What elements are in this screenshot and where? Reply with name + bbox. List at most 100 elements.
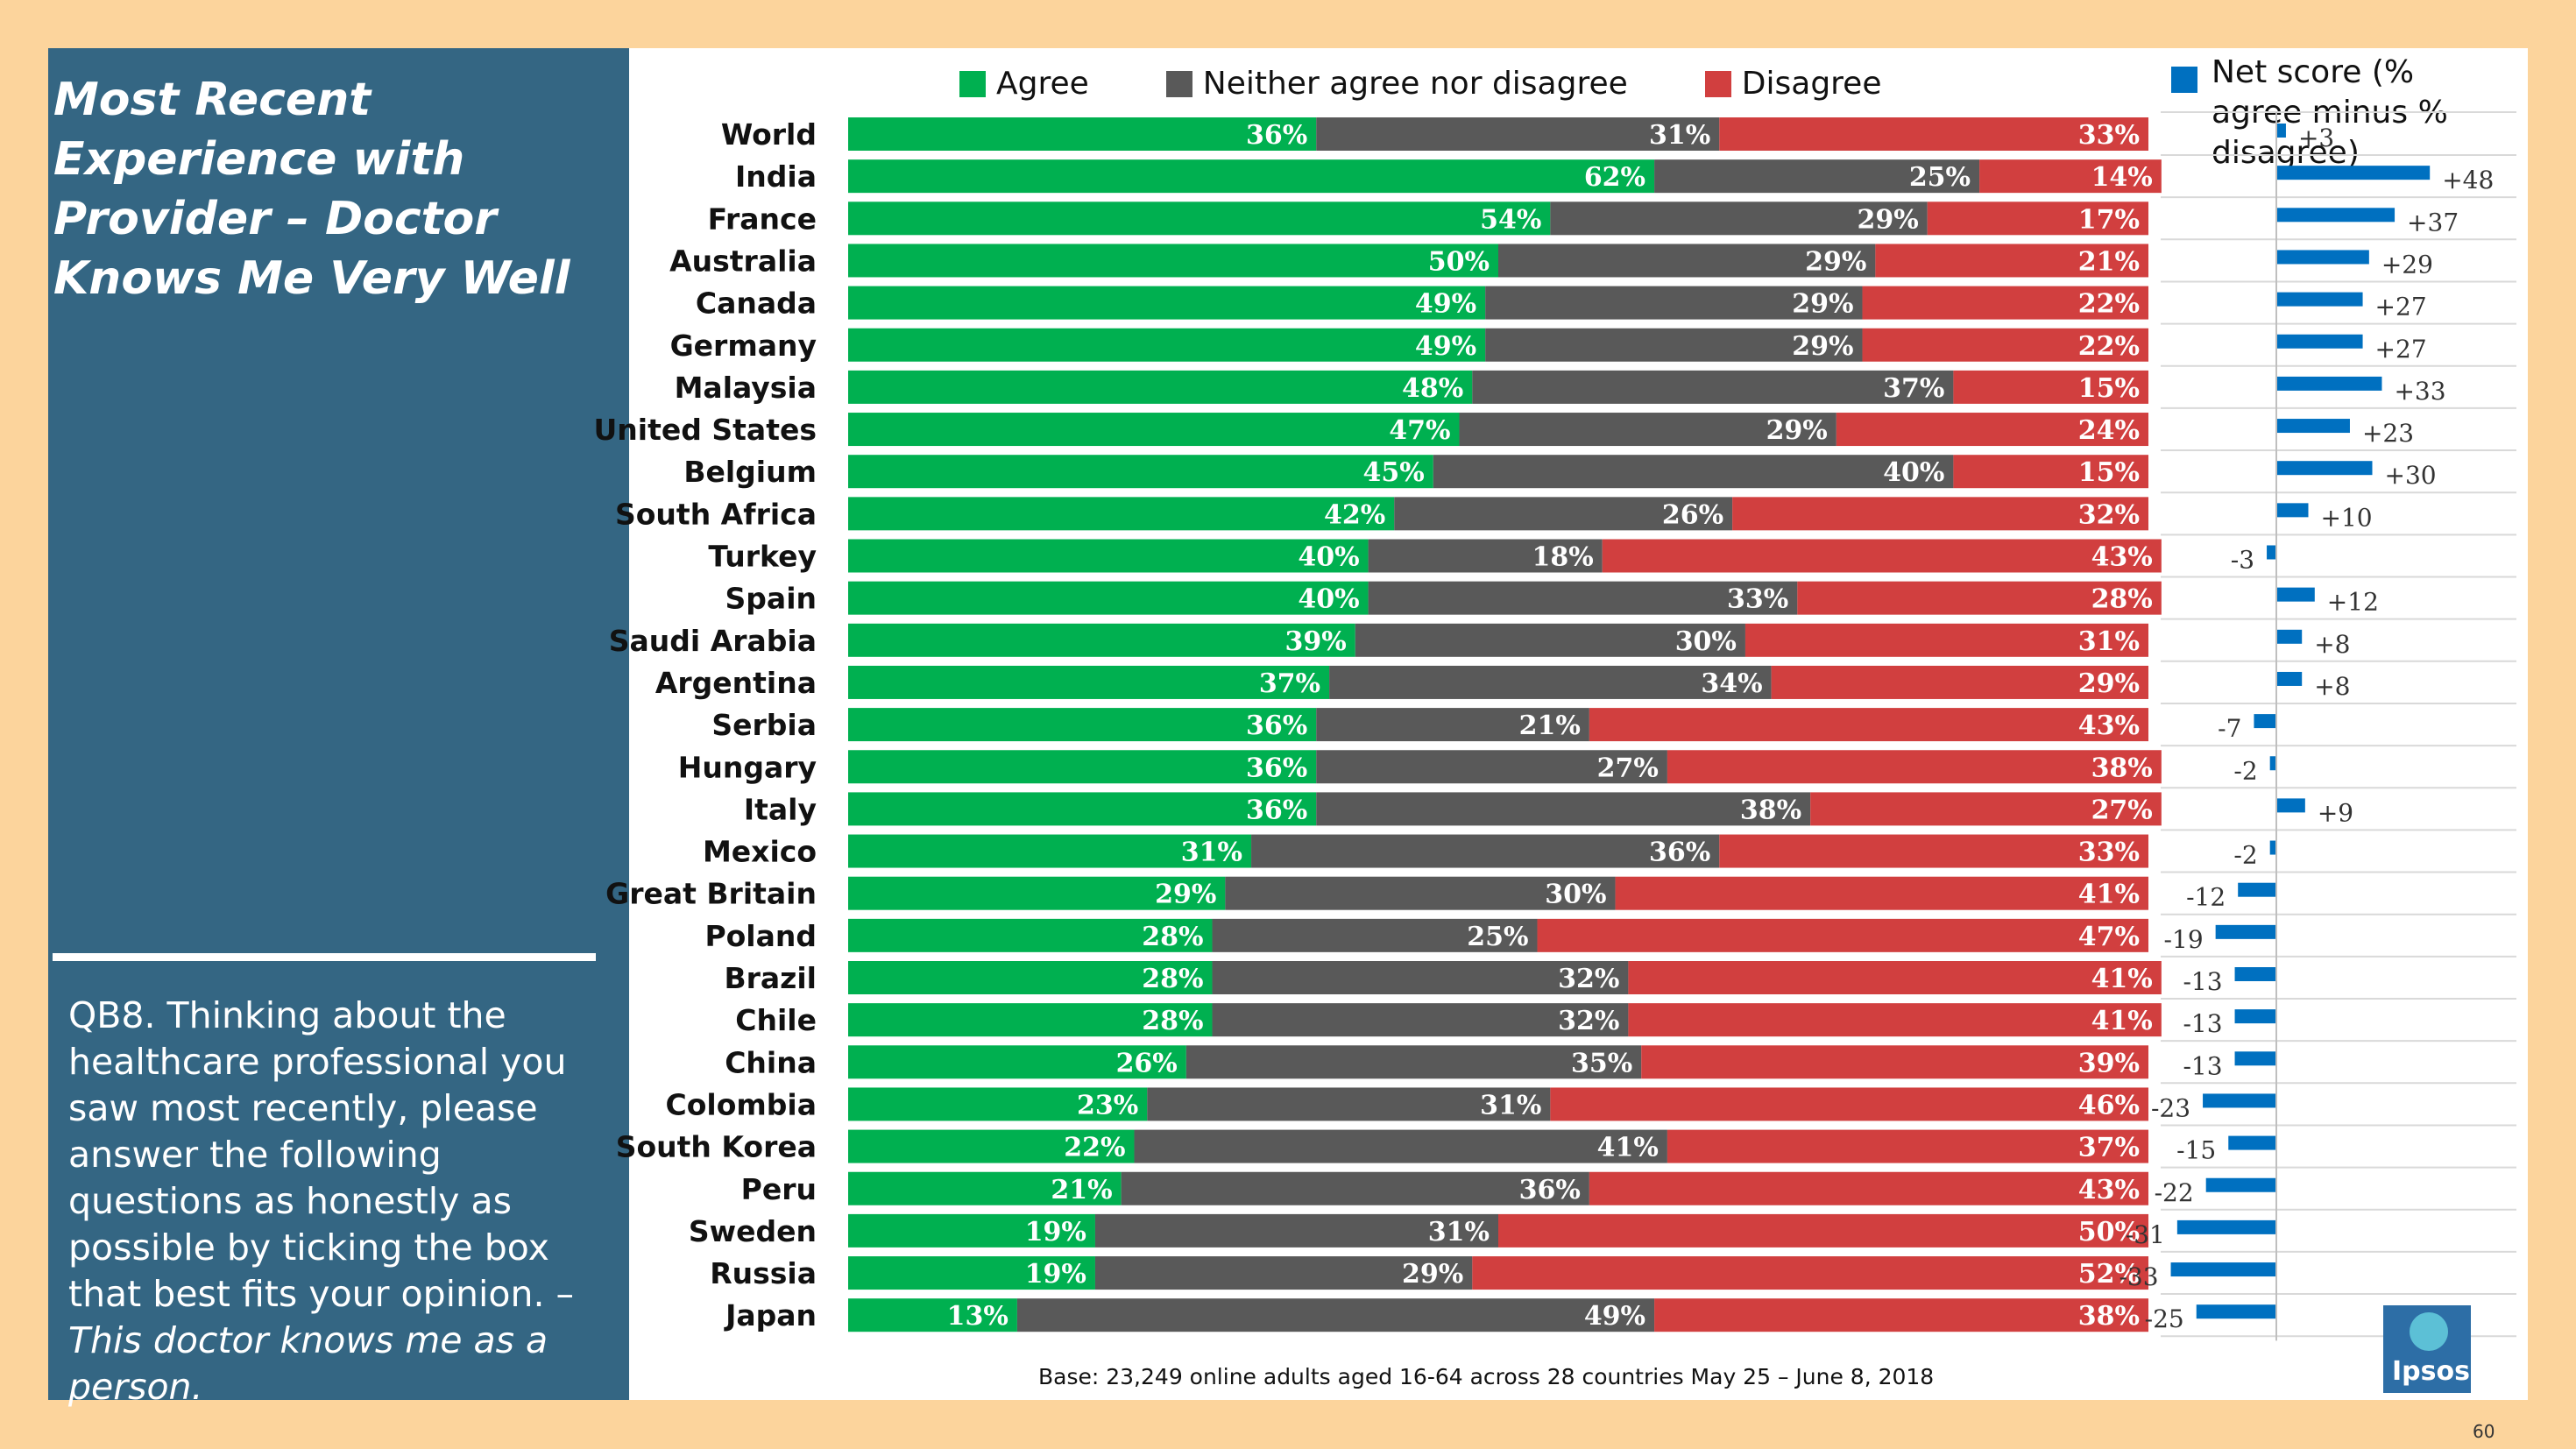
bar-label-disagree-south-korea: 37%	[2078, 1133, 2140, 1163]
bar-neither-poland	[1212, 918, 1538, 952]
net-label-germany: +27	[2375, 335, 2427, 364]
bar-neither-serbia	[1316, 708, 1589, 742]
category-label-great-britain: Great Britain	[605, 877, 817, 911]
legend-label-disagree: Disagree	[1741, 66, 1882, 102]
bar-label-neither-peru: 36%	[1519, 1175, 1581, 1205]
category-label-malaysia: Malaysia	[675, 371, 817, 405]
bar-label-agree-canada: 49%	[1415, 289, 1476, 320]
bar-neither-china	[1185, 1045, 1642, 1079]
bar-label-agree-peru: 21%	[1051, 1175, 1112, 1205]
bar-label-disagree-belgium: 15%	[2078, 457, 2140, 488]
net-bar-sweden	[2176, 1219, 2276, 1234]
bar-agree-australia	[848, 244, 1498, 278]
left-panel: Most Recent Experience with Provider – D…	[48, 48, 629, 1408]
net-bar-serbia	[2254, 714, 2276, 729]
net-label-great-britain: -12	[2186, 883, 2226, 912]
bar-label-agree-belgium: 45%	[1363, 457, 1425, 488]
bar-agree-poland	[848, 918, 1213, 952]
bar-label-agree-great-britain: 29%	[1155, 880, 1216, 910]
category-label-canada: Canada	[696, 286, 817, 321]
bar-label-agree-italy: 36%	[1246, 795, 1307, 825]
bar-neither-russia	[1094, 1256, 1473, 1290]
bar-disagree-south-africa	[1732, 497, 2148, 531]
bar-neither-saudi-arabia	[1355, 623, 1745, 657]
net-label-peru: -22	[2155, 1178, 2194, 1207]
net-bar-argentina	[2276, 671, 2303, 686]
bar-agree-turkey	[848, 539, 1369, 573]
bar-agree-brazil	[848, 961, 1213, 994]
bar-label-neither-colombia: 31%	[1480, 1090, 1541, 1120]
bar-label-agree-malaysia: 48%	[1402, 373, 1463, 404]
net-label-south-korea: -15	[2176, 1136, 2216, 1165]
bar-neither-hungary	[1316, 750, 1667, 784]
bar-disagree-malaysia	[1953, 370, 2148, 404]
category-label-belgium: Belgium	[683, 455, 817, 489]
bar-label-neither-south-korea: 41%	[1597, 1133, 1659, 1163]
bar-label-disagree-china: 39%	[2078, 1048, 2140, 1078]
net-label-mexico: -2	[2233, 841, 2257, 870]
bar-label-neither-india: 25%	[1909, 162, 1971, 193]
net-bar-china	[2234, 1051, 2276, 1066]
category-label-colombia: Colombia	[666, 1087, 817, 1121]
bar-label-disagree-spain: 28%	[2091, 584, 2153, 615]
net-label-belgium: +30	[2385, 461, 2437, 490]
net-label-spain: +12	[2327, 588, 2379, 617]
bar-label-disagree-canada: 22%	[2078, 289, 2140, 320]
bar-label-neither-south-africa: 26%	[1662, 499, 1723, 530]
bar-disagree-mexico	[1719, 834, 2148, 868]
net-label-russia: -33	[2119, 1262, 2158, 1291]
bar-disagree-brazil	[1628, 961, 2162, 994]
net-bar-great-britain	[2238, 882, 2276, 897]
net-bar-germany	[2276, 334, 2363, 349]
bar-disagree-russia	[1472, 1256, 2148, 1290]
bar-label-neither-turkey: 18%	[1532, 542, 1593, 573]
bar-label-neither-russia: 29%	[1402, 1259, 1463, 1290]
category-label-south-korea: South Korea	[616, 1130, 817, 1164]
bar-disagree-south-korea	[1667, 1129, 2148, 1163]
bar-agree-mexico	[848, 834, 1252, 868]
bar-agree-saudi-arabia	[848, 623, 1355, 657]
legend-label-agree: Agree	[996, 66, 1089, 102]
bar-agree-spain	[848, 581, 1369, 615]
bar-label-neither-spain: 33%	[1727, 584, 1788, 615]
bar-label-disagree-serbia: 43%	[2078, 710, 2140, 741]
bar-disagree-chile	[1628, 1003, 2162, 1037]
bar-agree-peru	[848, 1171, 1122, 1205]
bar-disagree-france	[1927, 201, 2148, 236]
legend-swatch-disagree	[1704, 70, 1731, 97]
bar-disagree-world	[1719, 117, 2148, 151]
bar-label-agree-south-africa: 42%	[1324, 499, 1385, 530]
bar-agree-france	[848, 201, 1551, 236]
category-label-spain: Spain	[725, 582, 817, 616]
category-label-japan: Japan	[724, 1298, 817, 1332]
legend-swatch-neither	[1165, 70, 1192, 97]
bar-label-neither-united-states: 29%	[1766, 415, 1828, 446]
bar-label-agree-china: 26%	[1116, 1048, 1178, 1078]
bar-label-agree-poland: 28%	[1142, 922, 1203, 952]
bar-neither-great-britain	[1225, 876, 1616, 910]
bar-label-agree-spain: 40%	[1298, 584, 1359, 615]
bar-disagree-poland	[1537, 918, 2148, 952]
bar-label-disagree-peru: 43%	[2078, 1175, 2140, 1205]
bar-label-disagree-saudi-arabia: 31%	[2078, 626, 2140, 657]
bar-label-neither-poland: 25%	[1467, 922, 1528, 952]
bar-label-neither-serbia: 21%	[1519, 710, 1581, 741]
bar-label-agree-turkey: 40%	[1298, 542, 1359, 573]
net-label-brazil: -13	[2183, 967, 2222, 996]
bar-disagree-serbia	[1589, 708, 2148, 742]
bar-label-neither-italy: 38%	[1740, 795, 1801, 825]
bar-label-agree-france: 54%	[1480, 204, 1541, 235]
net-label-france: +37	[2407, 208, 2459, 237]
bar-neither-south-africa	[1394, 497, 1733, 531]
bar-neither-united-states	[1459, 413, 1836, 447]
net-label-china: -13	[2183, 1051, 2222, 1080]
net-bar-chile	[2234, 1009, 2276, 1024]
category-label-russia: Russia	[710, 1256, 817, 1290]
bar-agree-south-korea	[848, 1129, 1135, 1163]
net-label-south-africa: +10	[2321, 503, 2373, 532]
bar-label-agree-argentina: 37%	[1259, 668, 1320, 699]
bar-label-disagree-germany: 22%	[2078, 331, 2140, 362]
bar-neither-mexico	[1251, 834, 1720, 868]
bar-label-disagree-australia: 21%	[2078, 246, 2140, 277]
